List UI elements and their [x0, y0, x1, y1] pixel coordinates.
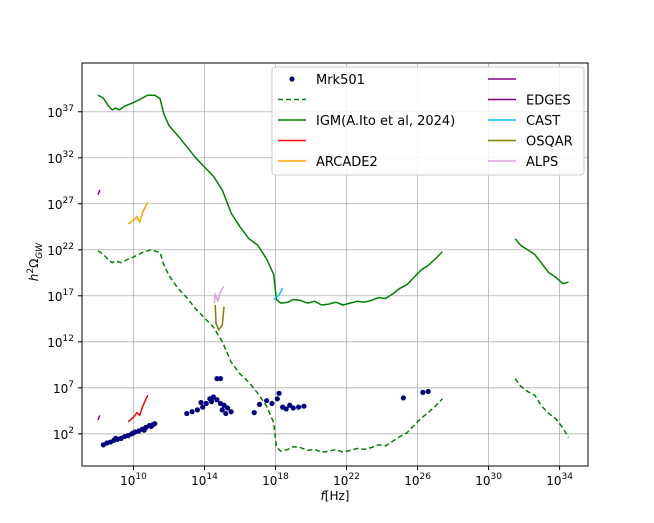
legend-marker [289, 76, 295, 82]
y-tick-label: 1032 [47, 150, 74, 166]
mrk501-point [264, 398, 270, 404]
series-line-unlabeled-6 [97, 415, 101, 421]
mrk501-point [130, 430, 137, 436]
x-axis-label-text: f[Hz] [321, 489, 350, 503]
x-tick-label: 1018 [262, 472, 289, 488]
mrk501-point [141, 427, 147, 433]
mrk501-point [209, 398, 215, 405]
mrk501-point [251, 410, 257, 416]
series-line-arcade2-4 [127, 201, 149, 225]
series-group [97, 94, 570, 453]
x-tick-label: 1014 [191, 472, 218, 488]
mrk501-point [113, 435, 119, 441]
series-line-edges-7 [97, 189, 101, 195]
mrk501-point [290, 405, 296, 411]
mrk501-point [210, 394, 216, 400]
series-line-igm-a-ito-et-al-2024-0 [97, 94, 443, 306]
mrk501-point [214, 397, 220, 403]
mrk501-point [221, 402, 227, 408]
mrk501-point [223, 410, 229, 417]
mrk501-point [420, 389, 426, 395]
mrk501-point [287, 402, 293, 408]
mrk501-point [198, 399, 204, 406]
x-tick-label: 1034 [546, 472, 573, 488]
y-tick-label: 1027 [47, 196, 74, 212]
mrk501-point [148, 423, 154, 430]
x-tick-label: 1030 [475, 472, 502, 488]
x-tick-label: 1022 [333, 472, 360, 488]
legend-label: Mrk501 [316, 73, 365, 88]
mrk501-point [400, 395, 406, 401]
y-axis-ticks: 102 107 1012 1017 1022 1027 1032 1037 [47, 104, 82, 442]
mrk501-point [301, 403, 307, 409]
x-tick-label: 1010 [120, 472, 147, 488]
mrk501-point [276, 390, 282, 396]
y-tick-label: 102 [53, 426, 74, 442]
legend-label: CAST [526, 114, 560, 129]
series-line-unlabeled-5 [127, 394, 149, 423]
mrk501-point [152, 421, 158, 427]
mrk501-point [256, 401, 263, 407]
mrk501-point [283, 406, 289, 412]
x-tick-label: 1026 [404, 472, 431, 488]
mrk501-point [200, 404, 206, 410]
y-tick-label: 107 [53, 380, 74, 396]
legend-label: IGM(A.Ito et al, 2024) [316, 114, 455, 129]
mrk501-point [228, 409, 234, 415]
mrk501-point [194, 407, 201, 413]
y-tick-label: 1017 [47, 288, 74, 304]
y-tick-label: 1022 [47, 242, 74, 258]
mrk501-point [217, 375, 224, 382]
mrk501-point [269, 400, 275, 407]
series-line-alps-10 [213, 286, 225, 304]
series-line-unlabeled-3 [514, 378, 570, 438]
series-line-igm-a-ito-et-al-2024-1 [514, 238, 569, 285]
legend-label: OSQAR [526, 135, 573, 150]
y-tick-label: 1012 [47, 334, 74, 350]
mrk501-point [274, 396, 280, 402]
series-line-unlabeled-2 [97, 249, 443, 453]
legend-label: ARCADE2 [316, 155, 378, 170]
legend-label: ALPS [526, 155, 558, 170]
axes-frame [81, 62, 589, 467]
series-line-osqar-9 [214, 304, 225, 331]
mrk501-point [184, 410, 190, 417]
mrk501-point [189, 409, 195, 415]
series-line-cast-8 [273, 288, 284, 301]
x-axis-ticks: 1010 1014 1018 1022 1026 1030 1034 [120, 466, 573, 488]
mrk501-point [203, 400, 209, 407]
mrk501-point [296, 404, 302, 410]
y-tick-label: 1037 [47, 104, 74, 120]
legend: Mrk501 IGM(A.Ito et al, 2024) ARCADE2 EDGES… [271, 66, 585, 176]
legend-label: EDGES [526, 94, 571, 109]
mrk501-point [219, 407, 225, 413]
legend-box [271, 66, 585, 176]
y-axis-label: h2ΩGW [26, 242, 45, 281]
mrk501-point [425, 388, 431, 395]
mrk501-point [224, 405, 231, 411]
plot-area [97, 94, 570, 453]
